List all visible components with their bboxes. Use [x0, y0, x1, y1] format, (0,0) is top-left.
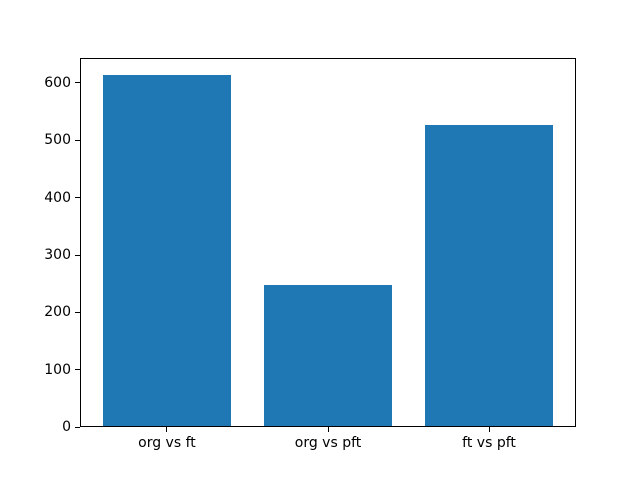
- y-tick-label: 100: [44, 361, 71, 378]
- y-tick-mark: [75, 82, 80, 84]
- y-tick-label: 600: [44, 74, 71, 91]
- y-tick-label: 500: [44, 132, 71, 149]
- bar-org-vs-ft: [102, 75, 232, 428]
- bar-ft-vs-pft: [424, 124, 554, 428]
- y-tick-mark: [75, 197, 80, 199]
- plot-area: [80, 57, 576, 428]
- x-tick-label: org vs pft: [294, 435, 362, 452]
- y-tick-label: 300: [44, 247, 71, 264]
- x-tick-mark: [166, 427, 168, 433]
- x-tick-label: ft vs pft: [462, 435, 516, 452]
- y-tick-mark: [75, 369, 80, 371]
- y-tick-mark: [75, 139, 80, 141]
- y-tick-label: 200: [44, 304, 71, 321]
- x-tick-label: org vs ft: [138, 435, 196, 452]
- x-tick-mark: [488, 427, 490, 433]
- x-tick-mark: [327, 427, 329, 433]
- y-tick-label: 0: [62, 419, 71, 436]
- bar-org-vs-pft: [263, 284, 393, 428]
- y-tick-label: 400: [44, 189, 71, 206]
- y-tick-mark: [75, 311, 80, 313]
- y-tick-mark: [75, 426, 80, 428]
- y-tick-mark: [75, 254, 80, 256]
